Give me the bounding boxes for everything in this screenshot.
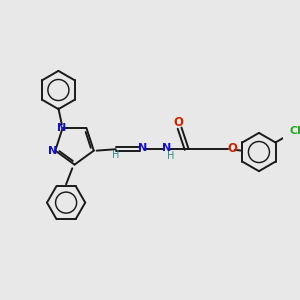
Text: Cl: Cl [290,126,300,136]
Text: N: N [138,143,148,153]
Text: N: N [57,123,66,133]
Text: N: N [48,146,58,156]
Text: H: H [112,150,119,161]
Text: N: N [162,143,172,153]
Text: H: H [167,151,175,161]
Text: O: O [173,116,183,129]
Text: O: O [227,142,237,155]
